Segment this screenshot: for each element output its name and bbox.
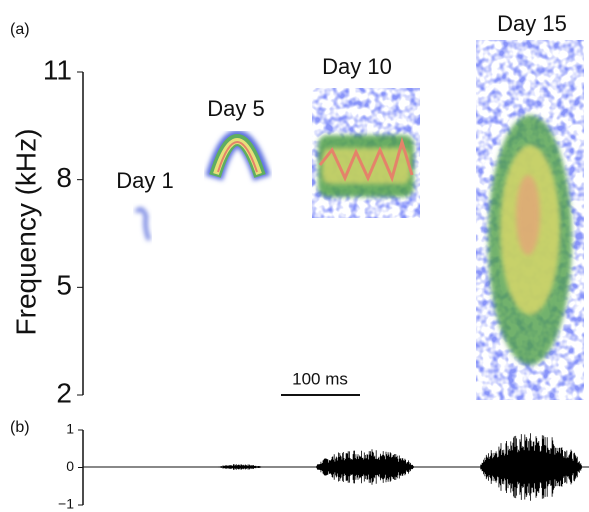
blob-day10 [312, 88, 420, 218]
waveform-burst [480, 433, 582, 501]
y-tick-label: 0 [66, 458, 74, 474]
waveform-burst [316, 449, 414, 485]
blob-day5 [205, 130, 271, 181]
annotation: Day 10 [322, 54, 392, 79]
panel-label: (b) [10, 419, 30, 436]
y-tick-label: 11 [43, 54, 72, 85]
spectrogram [134, 40, 584, 400]
annotation: Day 5 [207, 96, 264, 121]
waveform-burst [218, 464, 262, 470]
scale-bar-label: 100 ms [292, 369, 348, 388]
y-tick-label: 1 [66, 421, 74, 437]
y-axis-label: Frequency (kHz) [10, 129, 41, 336]
y-tick-label: −1 [58, 496, 74, 512]
y-tick-label: 5 [56, 270, 72, 301]
panel-label: (a) [10, 21, 30, 38]
y-tick-label: 2 [56, 377, 72, 408]
annotation: Day 15 [497, 11, 567, 36]
blob-day15 [476, 40, 584, 400]
annotation: Day 1 [116, 168, 173, 193]
waveform [218, 433, 582, 501]
blob-day1 [134, 207, 151, 241]
y-tick-label: 8 [56, 162, 72, 193]
